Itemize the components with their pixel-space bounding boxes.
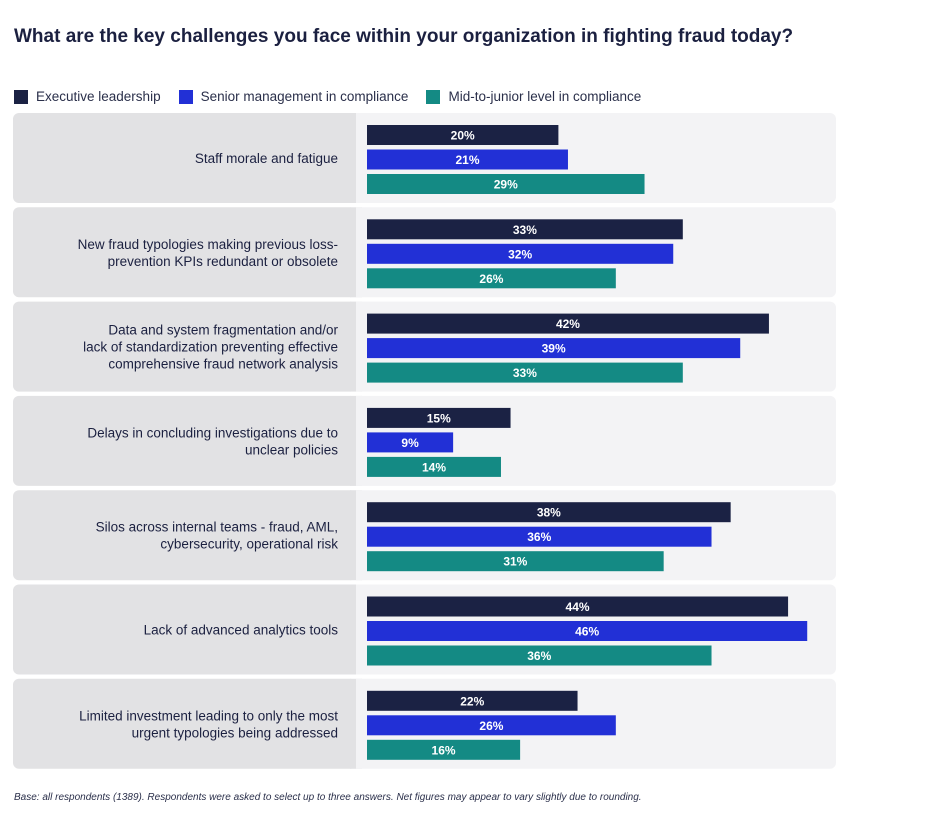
bar: [367, 739, 521, 760]
legend-swatch-executive-leadership: [14, 89, 28, 104]
bar-value-label: 32%: [508, 247, 532, 261]
category-label-line: Staff morale and fatigue: [195, 151, 338, 166]
bar-value-label: 15%: [427, 411, 451, 425]
panel-join: [356, 678, 362, 769]
category-label: New fraud typologies making previous los…: [78, 237, 338, 269]
bar-value-label: 42%: [556, 317, 580, 331]
panel-join: [356, 584, 362, 675]
legend-swatch-senior-management: [178, 89, 193, 104]
category-label: Limited investment leading to only the m…: [79, 708, 338, 740]
category-label-line: prevention KPIs redundant or obsolete: [108, 254, 338, 269]
bar-value-label: 22%: [460, 694, 484, 708]
bar: [367, 551, 664, 572]
category-label-panel: [13, 490, 356, 581]
bar: [367, 174, 645, 194]
category-group: Lack of advanced analytics tools 44% 46% 36…: [13, 584, 836, 675]
bar-value-label: 31%: [503, 555, 527, 569]
category-group: Silos across internal teams - fraud, AML…: [13, 490, 836, 581]
bar: [367, 362, 683, 383]
bar: [367, 313, 769, 334]
bar-value-label: 9%: [401, 436, 419, 450]
category-group: Limited investment leading to only the m…: [13, 678, 836, 769]
legend-item-senior-management: Senior management in compliance: [178, 89, 409, 104]
legend-item-mid-to-junior: Mid-to-junior level in compliance: [426, 89, 641, 104]
bar: [367, 690, 578, 711]
bar: [367, 268, 616, 289]
bar: [367, 338, 741, 359]
bar-value-label: 36%: [527, 649, 551, 663]
category-label-line: comprehensive fraud network analysis: [108, 357, 338, 372]
panel-join: [356, 207, 362, 298]
legend: Executive leadership Senior management i…: [14, 89, 659, 104]
category-label-line: Silos across internal teams - fraud, AML…: [96, 520, 338, 535]
category-label-panel: [13, 113, 356, 203]
bar: [367, 407, 511, 428]
legend-label-executive-leadership: Executive leadership: [36, 89, 161, 104]
category-label-panel: [13, 301, 356, 392]
category-label: Staff morale and fatigue: [195, 151, 338, 166]
bar: [367, 149, 568, 170]
category-label: Lack of advanced analytics tools: [144, 623, 339, 638]
bar: [367, 432, 454, 453]
category-label-line: lack of standardization preventing effec…: [83, 340, 338, 355]
category-label-line: Lack of advanced analytics tools: [144, 623, 339, 638]
panel-join: [356, 490, 362, 581]
bar: [367, 621, 808, 641]
bar-value-label: 29%: [494, 178, 518, 192]
category-label-panel: [13, 395, 356, 486]
category-label: Silos across internal teams - fraud, AML…: [96, 520, 339, 552]
category-label-line: Data and system fragmentation and/or: [108, 323, 338, 338]
bar: [367, 125, 559, 145]
chart-title: What are the key challenges you face wit…: [14, 26, 794, 47]
bar: [367, 243, 674, 264]
category-label-line: urgent typologies being addressed: [132, 725, 338, 740]
bar: [367, 596, 789, 617]
bar-value-label: 26%: [479, 272, 503, 286]
bar-value-label: 33%: [513, 366, 537, 380]
category-label-panel: [13, 678, 356, 769]
category-group: Staff morale and fatigue 20% 21% 29%: [13, 113, 836, 203]
category-group: New fraud typologies making previous los…: [13, 207, 836, 298]
bar: [367, 456, 501, 477]
bar: [367, 715, 616, 736]
bar-value-label: 38%: [537, 506, 561, 520]
bar-value-label: 16%: [432, 743, 456, 757]
footnote: Base: all respondents (1389). Respondent…: [14, 792, 642, 803]
category-label-line: Limited investment leading to only the m…: [79, 708, 338, 723]
category-label-line: cybersecurity, operational risk: [160, 537, 338, 552]
bar: [367, 526, 712, 547]
category-label-panel: [13, 584, 356, 675]
legend-label-mid-to-junior: Mid-to-junior level in compliance: [448, 89, 642, 104]
category-label-line: unclear policies: [245, 442, 338, 457]
category-group: Data and system fragmentation and/or lack…: [13, 301, 836, 392]
bar-value-label: 36%: [527, 530, 551, 544]
bar-chart: Staff morale and fatigue 20% 21% 29% New fra…: [13, 113, 836, 769]
panel-join: [356, 301, 362, 392]
bar-value-label: 33%: [513, 223, 537, 237]
bar-value-label: 46%: [575, 625, 599, 639]
bar-value-label: 21%: [455, 153, 479, 167]
category-label-panel: [13, 207, 356, 298]
category-group: Delays in concluding investigations due …: [13, 395, 836, 486]
bar: [367, 219, 683, 240]
bar-value-label: 44%: [566, 600, 590, 614]
category-label: Delays in concluding investigations due …: [87, 425, 338, 457]
category-label-line: New fraud typologies making previous los…: [78, 237, 338, 252]
legend-label-senior-management: Senior management in compliance: [200, 89, 409, 104]
bar: [367, 645, 712, 666]
panel-join: [356, 395, 362, 486]
bar-value-label: 20%: [451, 129, 475, 143]
bar-value-label: 26%: [479, 719, 503, 733]
bar-value-label: 14%: [422, 460, 446, 474]
category-label: Data and system fragmentation and/or lack…: [83, 323, 338, 372]
bar-value-label: 39%: [542, 342, 566, 356]
legend-item-executive-leadership: Executive leadership: [14, 89, 161, 104]
panel-join: [356, 113, 362, 203]
bar: [367, 502, 731, 523]
legend-swatch-mid-to-junior: [426, 89, 441, 104]
category-label-line: Delays in concluding investigations due …: [87, 425, 338, 440]
